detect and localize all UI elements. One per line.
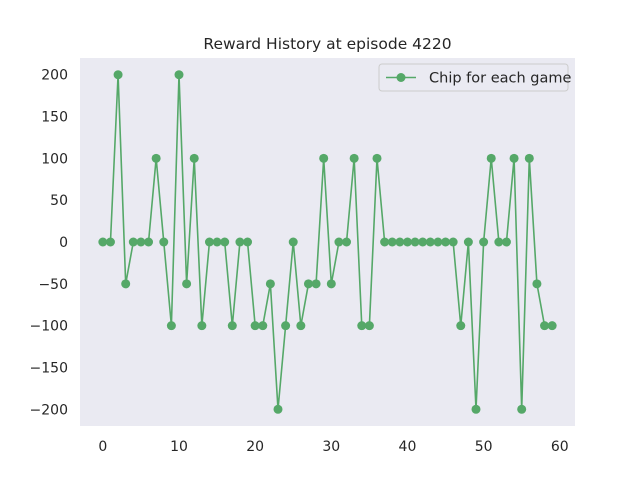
- data-point: [479, 237, 489, 247]
- data-point: [334, 237, 344, 247]
- data-point: [281, 321, 291, 331]
- data-point: [227, 321, 237, 331]
- y-tick-label: 50: [50, 193, 68, 209]
- data-point: [189, 153, 199, 163]
- data-point: [532, 279, 542, 289]
- y-tick-label: 100: [41, 151, 68, 167]
- data-point: [486, 153, 496, 163]
- data-point: [288, 237, 298, 247]
- data-point: [311, 279, 321, 289]
- chart-title: Reward History at episode 4220: [203, 35, 451, 53]
- data-point: [410, 237, 420, 247]
- data-point: [235, 237, 245, 247]
- data-point: [182, 279, 192, 289]
- data-point: [380, 237, 390, 247]
- data-point: [372, 153, 382, 163]
- y-tick-label: 150: [41, 110, 68, 126]
- legend-marker: [396, 73, 406, 82]
- legend-box: [378, 63, 569, 92]
- data-point: [471, 404, 481, 414]
- x-tick-label: 50: [475, 439, 493, 455]
- series-line: [102, 74, 553, 410]
- data-point: [463, 237, 473, 247]
- y-tick-label: −100: [30, 319, 68, 335]
- data-point: [540, 321, 550, 331]
- data-point: [524, 153, 534, 163]
- data-point: [258, 321, 268, 331]
- x-tick-label: 30: [322, 439, 340, 455]
- data-point: [547, 321, 557, 331]
- data-point: [121, 279, 131, 289]
- data-point: [220, 237, 230, 247]
- data-point: [212, 237, 222, 247]
- data-point: [357, 321, 367, 331]
- x-tick-label: 60: [551, 439, 569, 455]
- data-point: [151, 153, 161, 163]
- series-markers: [98, 70, 557, 414]
- data-point: [433, 237, 443, 247]
- data-point: [387, 237, 397, 247]
- legend-label: Chip for each game: [429, 71, 571, 87]
- data-point: [128, 237, 138, 247]
- data-point: [418, 237, 428, 247]
- y-tick-labels: 200 150 100 50 0 −50 −100 −150 −200: [30, 68, 68, 419]
- y-tick-label: −50: [38, 277, 68, 293]
- data-point: [456, 321, 466, 331]
- data-point: [425, 237, 435, 247]
- y-tick-label: −200: [30, 402, 68, 418]
- data-point: [509, 153, 519, 163]
- y-tick-label: 200: [41, 68, 68, 84]
- data-point: [159, 237, 169, 247]
- data-point: [136, 237, 146, 247]
- data-point: [265, 279, 275, 289]
- data-point: [494, 237, 504, 247]
- x-tick-labels: 0 10 20 30 40 50 60: [98, 439, 568, 455]
- data-point: [364, 321, 374, 331]
- data-point: [243, 237, 253, 247]
- data-point: [303, 279, 313, 289]
- data-point: [204, 237, 214, 247]
- data-point: [448, 237, 458, 247]
- x-tick-label: 40: [399, 439, 417, 455]
- y-tick-label: 0: [59, 235, 68, 251]
- data-point: [319, 153, 329, 163]
- y-tick-label: −150: [30, 360, 68, 376]
- data-point: [296, 321, 306, 331]
- data-point: [144, 237, 154, 247]
- data-point: [395, 237, 405, 247]
- data-point: [402, 237, 412, 247]
- legend: Chip for each game: [378, 63, 571, 92]
- x-tick-label: 10: [170, 439, 188, 455]
- data-point: [197, 321, 207, 331]
- x-tick-label: 20: [246, 439, 264, 455]
- data-point: [273, 404, 283, 414]
- data-point: [98, 237, 108, 247]
- data-point: [166, 321, 176, 331]
- data-point: [174, 70, 184, 80]
- x-tick-label: 0: [98, 439, 107, 455]
- data-point: [501, 237, 511, 247]
- data-point: [342, 237, 352, 247]
- data-point: [326, 279, 336, 289]
- data-point: [517, 404, 527, 414]
- data-point: [250, 321, 260, 331]
- data-point: [441, 237, 451, 247]
- data-point: [105, 237, 115, 247]
- data-point: [349, 153, 359, 163]
- data-point: [113, 70, 123, 80]
